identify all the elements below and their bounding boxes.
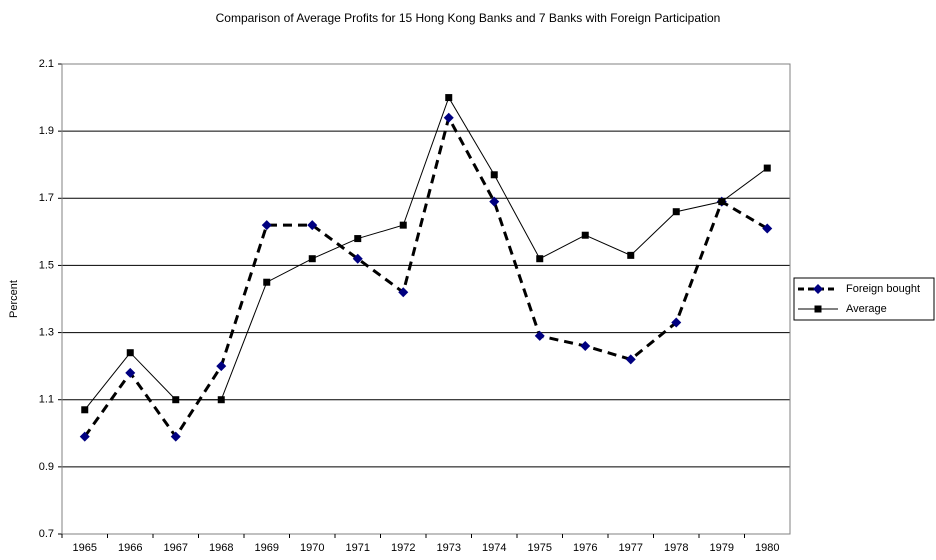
- data-point: [580, 341, 591, 351]
- x-tick-label: 1979: [710, 542, 734, 554]
- y-tick-label: 1.3: [39, 326, 54, 338]
- data-point: [536, 255, 544, 263]
- legend-label: Foreign bought: [846, 283, 920, 295]
- x-tick-label: 1970: [300, 542, 324, 554]
- data-point: [354, 235, 362, 243]
- data-point: [489, 196, 500, 207]
- y-tick-label: 1.1: [39, 394, 54, 406]
- data-point: [627, 251, 635, 259]
- y-tick-label: 1.7: [39, 192, 54, 204]
- data-point: [763, 164, 771, 172]
- legend-marker: [813, 284, 823, 294]
- y-tick-label: 1.5: [39, 259, 54, 271]
- x-tick-label: 1965: [73, 542, 97, 554]
- data-point: [718, 198, 726, 206]
- x-tick-label: 1971: [346, 542, 370, 554]
- data-point: [445, 94, 453, 102]
- y-tick-label: 0.7: [39, 528, 54, 540]
- series-line: [83, 113, 769, 440]
- data-point: [672, 208, 680, 216]
- plot-area: [61, 63, 791, 535]
- x-tick-label: 1978: [664, 542, 688, 554]
- data-point: [534, 330, 545, 341]
- x-tick-label: 1977: [619, 542, 643, 554]
- x-tick-label: 1968: [209, 542, 233, 554]
- data-point: [352, 253, 363, 264]
- data-point: [671, 317, 682, 328]
- x-tick-label: 1966: [118, 542, 142, 554]
- x-tick-label: 1972: [391, 542, 415, 554]
- x-tick-label: 1969: [255, 542, 279, 554]
- legend-marker: [814, 305, 822, 313]
- x-tick-label: 1967: [164, 542, 188, 554]
- data-point: [79, 431, 90, 442]
- y-axis-label: Percent: [8, 280, 20, 318]
- data-point: [125, 367, 136, 378]
- data-point: [398, 287, 409, 298]
- x-tick-label: 1980: [755, 542, 779, 554]
- chart-title: Comparison of Average Profits for 15 Hon…: [216, 11, 721, 25]
- data-point: [443, 112, 454, 123]
- x-tick-label: 1973: [437, 542, 461, 554]
- y-tick-label: 0.9: [39, 461, 54, 473]
- x-tick-label: 1975: [528, 542, 552, 554]
- data-point: [308, 255, 316, 263]
- data-point: [490, 171, 498, 179]
- data-point: [263, 278, 271, 286]
- data-point: [126, 349, 134, 357]
- data-point: [170, 431, 181, 442]
- x-tick-label: 1974: [482, 542, 506, 554]
- data-point: [81, 406, 89, 414]
- data-point: [762, 223, 773, 234]
- data-point: [172, 396, 180, 404]
- x-tick-label: 1976: [573, 542, 597, 554]
- data-point: [581, 231, 589, 239]
- legend-box: [793, 277, 935, 321]
- series-line: [84, 96, 768, 411]
- data-point: [216, 361, 227, 372]
- y-tick-label: 2.1: [39, 58, 54, 70]
- data-point: [625, 354, 636, 365]
- data-point: [399, 221, 407, 229]
- data-point: [307, 220, 318, 231]
- legend-label: Average: [846, 303, 887, 315]
- y-tick-label: 1.9: [39, 125, 54, 137]
- data-point: [261, 220, 272, 231]
- data-point: [217, 396, 225, 404]
